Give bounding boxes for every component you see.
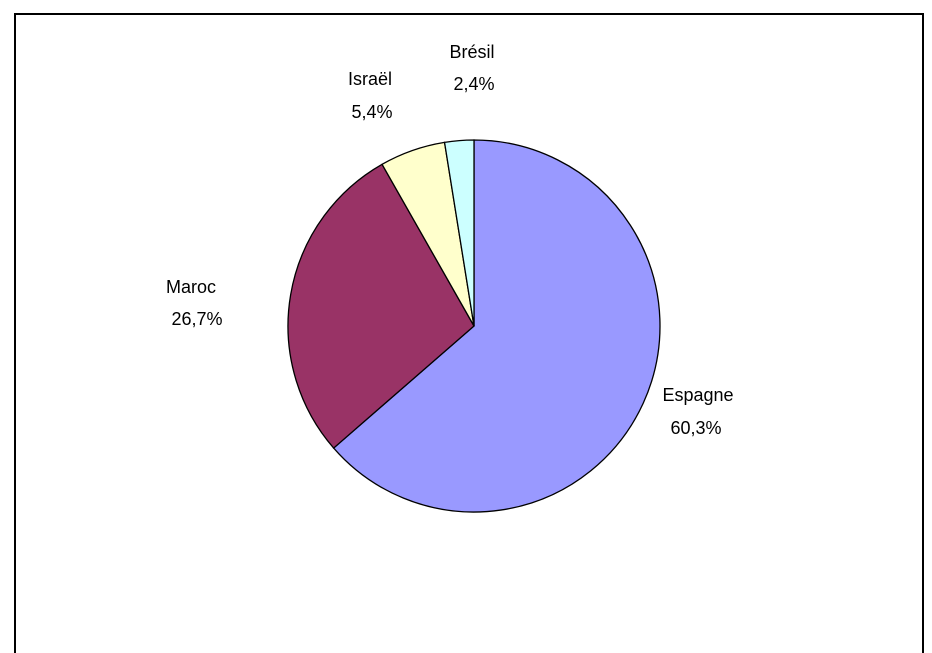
pie-slice-espagne <box>332 139 661 513</box>
label-maroc-value: 26,7% <box>171 309 222 329</box>
label-espagne-value: 60,3% <box>670 418 721 438</box>
label-bresil-value: 2,4% <box>453 74 494 94</box>
pie-slices <box>287 139 661 513</box>
label-israel-name: Israël <box>348 69 392 89</box>
label-israel-value: 5,4% <box>351 102 392 122</box>
label-bresil-name: Brésil <box>449 42 494 62</box>
pie-slice-maroc <box>287 163 475 449</box>
pie-labels: Espagne 60,3% Maroc 26,7% Israël 5,4% Br… <box>166 42 734 438</box>
label-maroc-name: Maroc <box>166 277 216 297</box>
pie-slice-bresil <box>443 139 475 327</box>
pie-chart: Espagne 60,3% Maroc 26,7% Israël 5,4% Br… <box>166 42 734 513</box>
label-espagne-name: Espagne <box>662 385 733 405</box>
